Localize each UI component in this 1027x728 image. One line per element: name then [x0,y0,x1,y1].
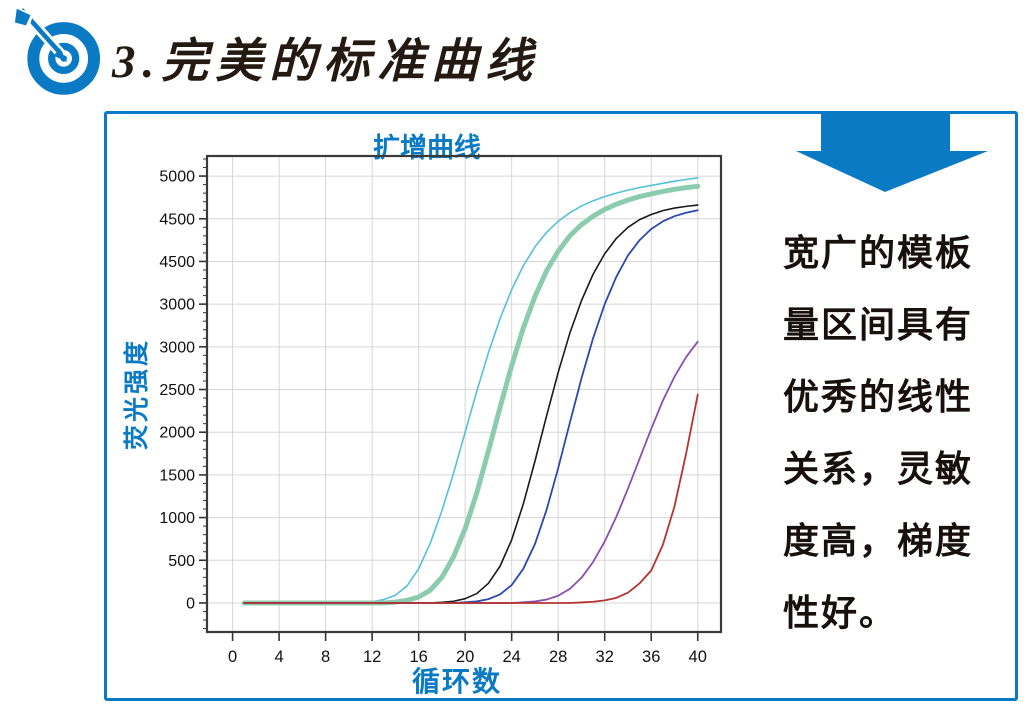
y-tick-label: 2000 [159,425,195,442]
x-tick-label: 0 [228,648,237,666]
y-tick-label: 500 [168,553,195,570]
y-axis-label: 荧光强度 [123,338,151,451]
y-tick-label: 3000 [159,339,195,356]
x-tick-label: 8 [321,648,330,666]
curve-2-teal-bold [241,183,701,606]
y-tick-label: 4500 [159,211,195,228]
chart-title: 扩增曲线 [373,133,481,163]
y-tick-label: 1500 [159,467,195,484]
x-tick-label: 24 [502,648,520,666]
description-text: 宽广的模板 量区间具有 优秀的线性 关系，灵敏 度高，梯度 性好。 [783,217,1013,649]
page-title: 3.完美的标准曲线 [112,36,540,88]
description-line: 量区间具有 [783,305,974,345]
x-axis-label: 循环数 [411,666,502,697]
header: 3.完美的标准曲线 [0,0,1027,108]
y-tick-label: 5000 [159,169,195,186]
curve-1-cyan [243,176,699,604]
curve-6-red [243,393,699,604]
description-line: 度高，梯度 [783,521,974,561]
x-tick-label: 4 [275,648,284,666]
y-tick-label: 2500 [159,382,195,399]
amplification-chart: 5000 4500 4500 3000 3000 2500 2000 1500 1000 500 0… [121,142,751,687]
content-panel: 扩增曲线 5000 4500 4500 3000 3000 2500 2000 1500 100… [104,111,1018,701]
curve-5-purple [243,340,699,604]
description-line: 关系，灵敏 [783,449,974,489]
y-tick-label: 4500 [159,254,195,271]
x-tick-label: 40 [689,648,707,666]
x-tick-label: 12 [363,648,381,666]
x-tick-label: 32 [596,648,614,666]
x-tick-label: 36 [642,648,660,666]
description-line: 宽广的模板 [783,233,974,273]
description-line: 优秀的线性 [783,377,974,417]
y-tick-label: 0 [186,595,195,612]
plot-svg: 5000450045003000300025002000150010005000… [159,154,723,666]
x-tick-label: 16 [409,648,427,666]
target-dart-logo [14,6,101,95]
x-tick-label: 20 [456,648,474,666]
x-tick-label: 28 [549,648,567,666]
curve-4-blue [243,209,699,604]
down-arrow-icon [796,111,988,192]
y-tick-label: 1000 [159,510,195,527]
description-line: 性好。 [783,593,898,633]
curve-3-black [243,204,699,604]
y-tick-label: 3000 [159,297,195,314]
